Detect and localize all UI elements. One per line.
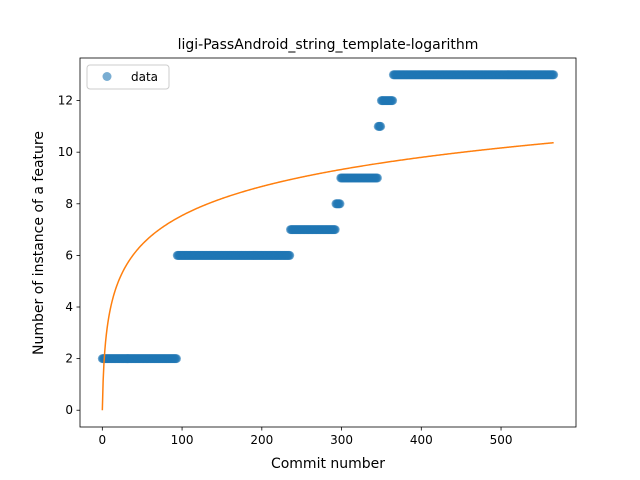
axes: 0 100 200 300 400 500 0 2 4 6 8 10 12 [58, 57, 577, 447]
x-tick-label: 200 [250, 433, 273, 447]
data-point [376, 121, 386, 131]
legend-marker [102, 72, 112, 81]
data-point [549, 70, 559, 80]
legend: data [86, 64, 170, 90]
y-tick-label: 2 [65, 352, 73, 366]
y-axis-title: Number of instance of a feature [31, 131, 47, 355]
x-tick-label: 300 [330, 433, 353, 447]
y-tick-label: 0 [65, 403, 73, 417]
fit-line [101, 141, 554, 411]
x-tick-label: 500 [490, 433, 513, 447]
data-point [372, 173, 382, 183]
y-tick-label: 4 [65, 300, 73, 314]
x-tick-label: 0 [99, 433, 107, 447]
plot-area [97, 70, 559, 411]
x-axis-title: Commit number [271, 456, 385, 472]
legend-label: data [131, 70, 158, 84]
y-tick-label: 6 [65, 248, 73, 262]
data-point [330, 225, 340, 235]
x-tick-label: 100 [171, 433, 194, 447]
data-point [335, 199, 345, 209]
y-tick-label: 12 [58, 94, 73, 108]
data-point [171, 354, 181, 364]
legend-box [86, 64, 170, 90]
x-tick-label: 400 [410, 433, 433, 447]
data-points [97, 70, 559, 364]
data-point [388, 96, 398, 106]
y-tick-label: 8 [65, 197, 73, 211]
chart-title: ligi-PassAndroid_string_template-logarit… [178, 37, 479, 53]
y-tick-label: 10 [58, 145, 73, 159]
plot-frame [79, 57, 577, 428]
data-point [285, 250, 295, 260]
